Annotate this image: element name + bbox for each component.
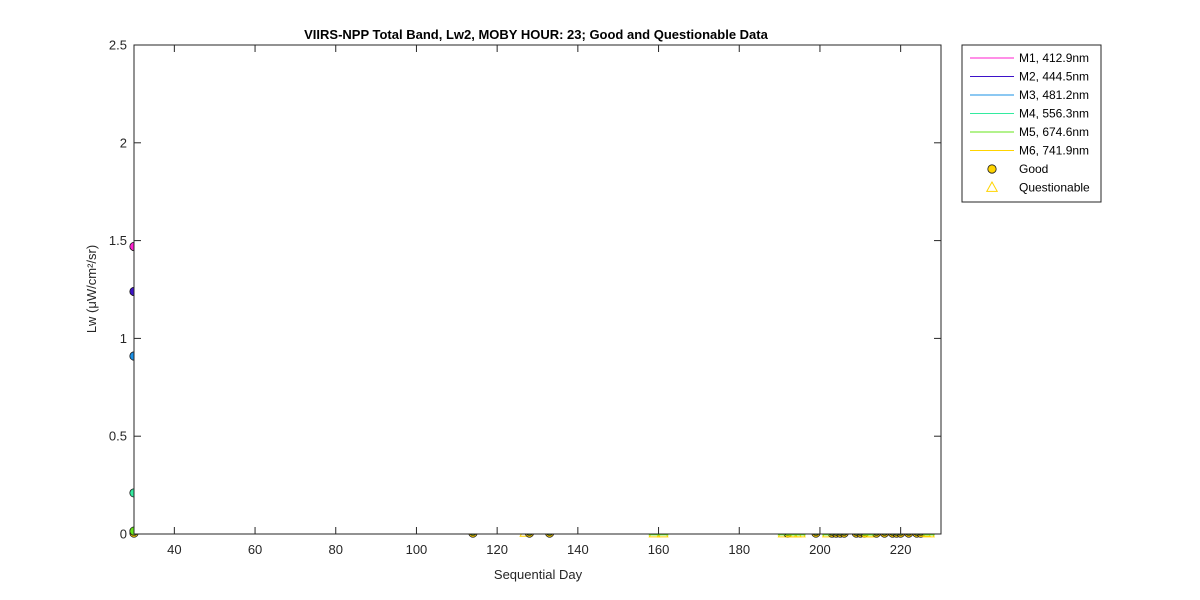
- y-tick-label: 2: [120, 135, 127, 150]
- y-tick-label: 0: [120, 527, 127, 542]
- legend: M1, 412.9nm M2, 444.5nm M3, 481.2nm M4, 556…: [961, 44, 1102, 203]
- legend-entry: M4, 556.3nm: [1019, 107, 1089, 121]
- chart-title: VIIRS-NPP Total Band, Lw2, MOBY HOUR: 23…: [304, 27, 768, 42]
- legend-entry: M5, 674.6nm: [1019, 125, 1089, 139]
- legend-good-marker: [987, 164, 997, 174]
- x-tick-label: 100: [406, 542, 428, 557]
- legend-entry: M1, 412.9nm: [1019, 51, 1089, 65]
- y-axis-label: Lw (μW/cm²/sr): [84, 245, 99, 333]
- y-tick-label: 1.5: [109, 233, 127, 248]
- legend-entry: M2, 444.5nm: [1019, 70, 1089, 84]
- x-tick-label: 140: [567, 542, 589, 557]
- y-tick-label: 1: [120, 331, 127, 346]
- x-tick-label: 180: [728, 542, 750, 557]
- x-tick-label: 200: [809, 542, 831, 557]
- x-tick-label: 160: [648, 542, 670, 557]
- legend-questionable-marker: [985, 180, 999, 192]
- x-tick-label: 220: [890, 542, 912, 557]
- x-axis-label: Sequential Day: [494, 567, 583, 582]
- legend-entry: M6, 741.9nm: [1019, 144, 1089, 158]
- axes: 40 60 80 100 120 140 160 180 200 220 0 0.5 1 1.5 2 2.5: [109, 38, 942, 557]
- x-tick-label: 60: [248, 542, 262, 557]
- legend-entry: M3, 481.2nm: [1019, 88, 1089, 102]
- legend-good-label: Good: [1019, 162, 1048, 176]
- x-tick-label: 80: [329, 542, 343, 557]
- x-tick-label: 40: [167, 542, 181, 557]
- y-tick-label: 2.5: [109, 38, 127, 53]
- legend-questionable-label: Questionable: [1019, 181, 1090, 195]
- axes-box: [133, 44, 942, 535]
- x-tick-label: 120: [486, 542, 508, 557]
- legend-box: [961, 44, 1102, 203]
- y-tick-label: 0.5: [109, 429, 127, 444]
